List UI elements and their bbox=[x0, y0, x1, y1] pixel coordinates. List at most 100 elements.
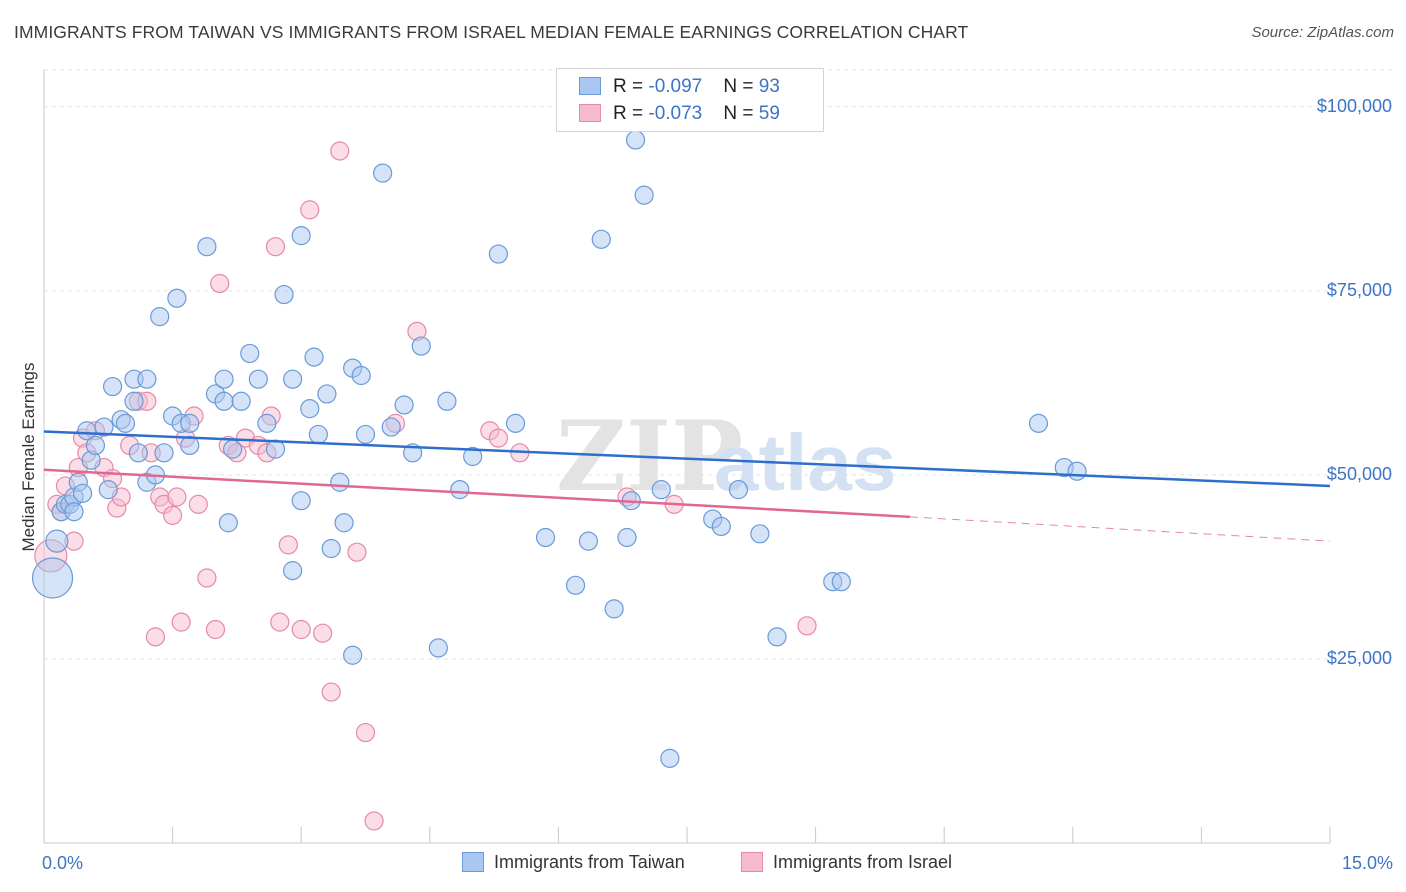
point-taiwan bbox=[265, 439, 286, 459]
point-taiwan bbox=[450, 480, 470, 500]
point-taiwan bbox=[343, 645, 363, 665]
point-taiwan bbox=[214, 391, 234, 411]
point-taiwan bbox=[274, 284, 294, 305]
y-tick-labels: $25,000 $50,000 $75,000 $100,000 bbox=[1317, 96, 1392, 668]
trend-line-israel bbox=[43, 468, 910, 519]
point-taiwan bbox=[411, 336, 431, 356]
gridlines bbox=[44, 69, 1392, 660]
point-taiwan bbox=[463, 446, 483, 467]
chart-source: Source: ZipAtlas.com bbox=[1251, 24, 1394, 41]
point-israel bbox=[205, 619, 226, 640]
point-israel bbox=[330, 141, 350, 161]
point-taiwan bbox=[197, 237, 217, 257]
point-taiwan bbox=[591, 229, 611, 249]
point-taiwan bbox=[321, 538, 341, 559]
point-israel bbox=[300, 200, 320, 220]
point-israel bbox=[145, 627, 166, 647]
point-taiwan bbox=[248, 369, 268, 389]
point-taiwan bbox=[634, 185, 654, 205]
stats-legend: R = -0.097 N = 93 R = -0.073 N = 59 bbox=[556, 68, 824, 132]
point-israel bbox=[797, 616, 817, 636]
point-taiwan bbox=[355, 424, 376, 445]
point-taiwan bbox=[137, 369, 157, 389]
point-israel bbox=[188, 494, 208, 514]
point-israel bbox=[278, 535, 298, 555]
point-israel bbox=[171, 612, 191, 632]
point-taiwan bbox=[308, 424, 328, 445]
point-taiwan bbox=[98, 480, 118, 500]
point-taiwan bbox=[651, 480, 671, 500]
trend-line-taiwan bbox=[43, 430, 1331, 488]
bottom-legend-label-israel: Immigrants from Israel bbox=[773, 852, 953, 872]
bottom-legend-label-taiwan: Immigrants from Taiwan bbox=[494, 852, 685, 872]
series-taiwan-points bbox=[31, 130, 1087, 768]
point-taiwan bbox=[128, 443, 148, 463]
point-taiwan bbox=[72, 483, 93, 503]
legend-swatch-israel bbox=[579, 104, 601, 122]
legend-n-value: 93 bbox=[758, 76, 780, 97]
bottom-legend-swatch-taiwan bbox=[462, 852, 484, 872]
legend-n-value: 59 bbox=[758, 103, 780, 124]
y-tick-label: $75,000 bbox=[1327, 280, 1392, 300]
point-taiwan bbox=[334, 513, 354, 533]
point-taiwan bbox=[223, 439, 243, 459]
point-taiwan bbox=[394, 395, 414, 415]
point-taiwan bbox=[578, 531, 599, 551]
point-taiwan bbox=[45, 529, 69, 553]
point-taiwan bbox=[330, 472, 350, 492]
y-axis-label: Median Female Earnings bbox=[19, 363, 38, 552]
point-taiwan bbox=[565, 575, 586, 595]
legend-n-label: N = bbox=[723, 103, 759, 124]
legend-row-israel: R = -0.073 N = 59 bbox=[557, 101, 823, 127]
point-taiwan bbox=[85, 435, 106, 456]
point-taiwan bbox=[317, 384, 337, 404]
point-taiwan bbox=[381, 417, 401, 437]
legend-r-label: R = bbox=[613, 103, 649, 124]
point-taiwan bbox=[283, 561, 303, 581]
legend-r-value: -0.073 bbox=[648, 103, 703, 124]
point-israel bbox=[364, 811, 384, 831]
x-tick-label-min: 0.0% bbox=[42, 853, 83, 873]
point-taiwan bbox=[94, 417, 114, 437]
point-taiwan bbox=[728, 480, 749, 500]
point-taiwan bbox=[150, 307, 170, 327]
x-tick-labels: 0.0% 15.0% bbox=[42, 853, 1393, 873]
point-taiwan bbox=[1067, 461, 1087, 481]
bottom-legend-israel: Immigrants from Israel bbox=[741, 852, 952, 873]
legend-text-taiwan: R = -0.097 N = 93 bbox=[613, 76, 780, 98]
point-israel bbox=[355, 722, 376, 743]
x-tick-label-max: 15.0% bbox=[1342, 853, 1393, 873]
point-taiwan bbox=[102, 376, 123, 397]
legend-swatch-taiwan bbox=[579, 77, 601, 95]
point-taiwan bbox=[218, 513, 238, 533]
point-taiwan bbox=[291, 226, 311, 246]
point-taiwan bbox=[373, 163, 393, 183]
point-taiwan bbox=[214, 369, 234, 389]
legend-n-label: N = bbox=[723, 76, 759, 97]
point-taiwan bbox=[231, 391, 251, 411]
point-israel bbox=[291, 619, 311, 640]
point-israel bbox=[347, 542, 367, 562]
bottom-legend-taiwan: Immigrants from Taiwan bbox=[462, 852, 685, 873]
point-taiwan bbox=[124, 391, 144, 411]
point-taiwan bbox=[505, 413, 526, 433]
point-israel bbox=[265, 237, 286, 257]
bottom-legend-swatch-israel bbox=[741, 852, 763, 872]
trend-line-israel-extension bbox=[909, 516, 1331, 542]
point-israel bbox=[321, 682, 341, 702]
point-israel bbox=[163, 505, 183, 525]
chart-title: IMMIGRANTS FROM TAIWAN VS IMMIGRANTS FRO… bbox=[14, 22, 969, 42]
axes bbox=[43, 70, 1331, 844]
point-taiwan bbox=[604, 599, 624, 619]
point-taiwan bbox=[617, 527, 637, 548]
point-israel bbox=[270, 612, 290, 632]
point-taiwan bbox=[180, 413, 200, 433]
point-taiwan bbox=[300, 399, 320, 419]
point-israel bbox=[488, 428, 508, 448]
point-taiwan bbox=[428, 638, 448, 658]
point-taiwan bbox=[750, 524, 770, 544]
trend-lines bbox=[43, 430, 1331, 542]
point-taiwan bbox=[660, 748, 680, 768]
legend-row-taiwan: R = -0.097 N = 93 bbox=[557, 74, 823, 100]
